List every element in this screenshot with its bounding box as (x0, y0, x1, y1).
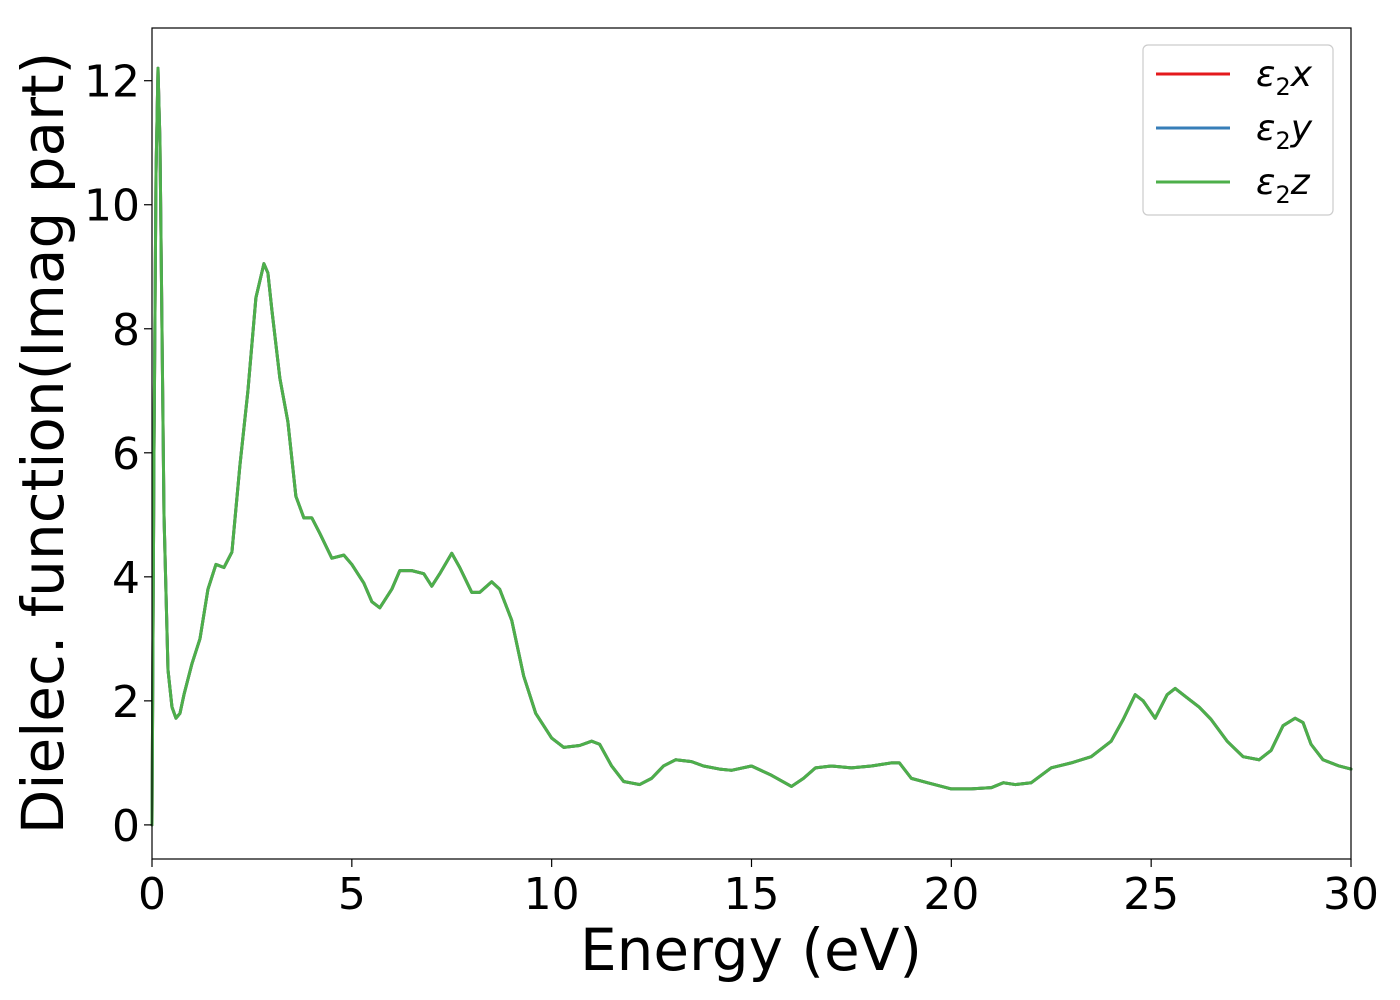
legend-axis: z (1290, 162, 1311, 203)
y-tick-label: 6 (112, 429, 140, 480)
y-axis-label: Dielec. function(Imag part) (9, 52, 77, 835)
legend-symbol: ε (1256, 108, 1275, 149)
y-tick-label: 2 (112, 677, 140, 728)
x-axis-label: Energy (eV) (580, 916, 922, 984)
legend-axis: x (1290, 54, 1313, 95)
y-tick-label: 12 (84, 57, 140, 108)
y-tick-label: 0 (112, 801, 140, 852)
legend-box (1142, 44, 1334, 216)
legend-subscript: 2 (1275, 181, 1290, 209)
legend-label-z: ε2z (1256, 162, 1311, 209)
legend-axis: y (1290, 108, 1313, 149)
x-tick-label: 30 (1323, 869, 1379, 920)
x-tick-label: 25 (1123, 869, 1179, 920)
x-tick-label: 0 (138, 869, 166, 920)
series-layer (150, 66, 1353, 827)
y-tick-label: 8 (112, 305, 140, 356)
legend-subscript: 2 (1275, 73, 1290, 101)
legend-symbol: ε (1256, 54, 1275, 95)
series-line-2 (150, 66, 1353, 827)
legend-subscript: 2 (1275, 127, 1290, 155)
legend-label-x: ε2x (1256, 54, 1313, 101)
x-ticks: 0 5 10 15 20 25 30 (138, 859, 1379, 920)
y-ticks: 0 2 4 6 8 10 12 (84, 57, 152, 852)
legend-label-y: ε2y (1256, 108, 1313, 155)
x-tick-label: 15 (724, 869, 780, 920)
y-tick-label: 4 (112, 553, 140, 604)
x-tick-label: 5 (338, 869, 366, 920)
legend-symbol: ε (1256, 162, 1275, 203)
x-tick-label: 10 (524, 869, 580, 920)
y-tick-label: 10 (84, 181, 140, 232)
x-tick-label: 20 (923, 869, 979, 920)
